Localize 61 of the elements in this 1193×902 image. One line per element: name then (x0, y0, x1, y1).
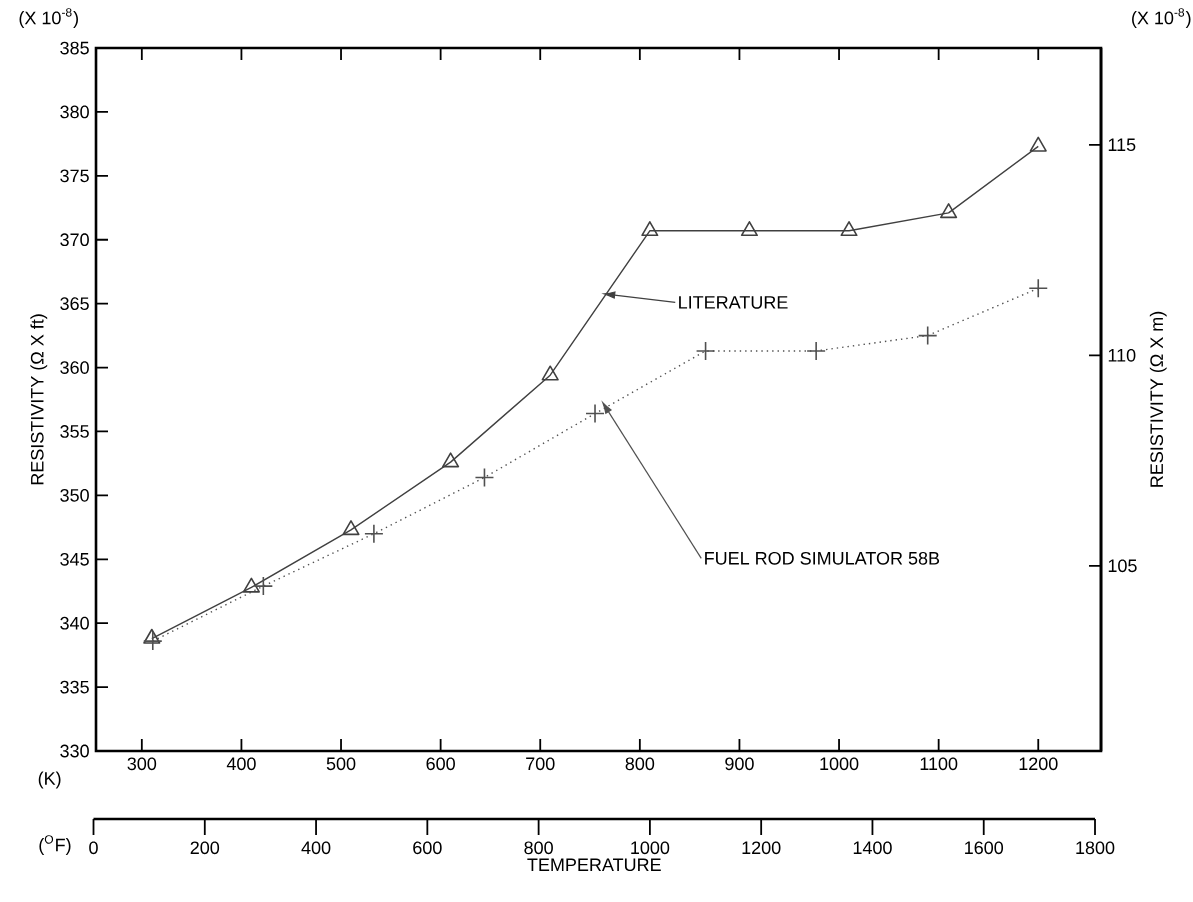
y-tick-label: 355 (60, 425, 89, 438)
text: FUEL ROD SIMULATOR 58B (705, 551, 940, 565)
point (940, 203, 958, 219)
y-tick-label: 340 (60, 616, 89, 630)
y-tick-label: 365 (60, 297, 89, 311)
x2-axis-title: TEMPERATURE (527, 858, 661, 872)
y-tick-label: 375 (60, 169, 89, 183)
y2-tick-label: 105 (1108, 559, 1137, 573)
point (740, 220, 758, 237)
point (541, 365, 559, 381)
legend-label: LITERATURE (679, 296, 788, 309)
x2-tick-label: 400 (301, 841, 331, 855)
y-tick-label: 360 (60, 361, 89, 374)
x2-tick-label: 1400 (853, 841, 892, 855)
x2-tick-label: 600 (413, 841, 442, 855)
x2-tick-label: 800 (524, 841, 553, 855)
point (474, 467, 495, 488)
y-tick-label: 380 (60, 105, 89, 119)
x-tick-label: 500 (326, 757, 356, 771)
point (1028, 278, 1049, 299)
x-tick-label: 400 (226, 757, 256, 771)
y-tick-label: 370 (60, 233, 89, 247)
x-tick-label: 800 (625, 757, 655, 771)
y-tick-label: 330 (60, 744, 89, 758)
point (806, 341, 826, 361)
text: (X 10$^{-8}$) (1132, 8, 1191, 28)
point (917, 325, 938, 346)
point (342, 520, 360, 536)
y-tick-label: 335 (60, 680, 89, 694)
point (442, 452, 460, 468)
y2-tick-label: 115 (1108, 138, 1136, 152)
point (1029, 136, 1047, 152)
point (364, 523, 384, 544)
x2-tick-label: 200 (190, 841, 220, 855)
text: (K) (38, 771, 61, 789)
x2-tick-label: 1200 (742, 841, 781, 855)
x-tick-label: 1200 (1019, 757, 1058, 771)
point (695, 341, 716, 361)
y-axis-title: RESISTIVITY (Ω X ft) (30, 314, 48, 485)
x-tick-label: 600 (426, 757, 455, 771)
x-tick-label: 900 (725, 757, 754, 771)
point (641, 220, 659, 237)
x-tick-label: 700 (526, 757, 555, 771)
x2-tick-label: 1600 (965, 841, 1004, 855)
x-tick-label: 300 (127, 757, 157, 771)
x-tick-label: 1000 (820, 757, 859, 771)
y-tick-label: 385 (60, 41, 89, 55)
y-tick-label: 350 (60, 488, 89, 502)
point (253, 576, 274, 596)
y2-tick-label: 110 (1108, 348, 1136, 362)
text: (X 10$^{-8}$) (19, 8, 78, 28)
x2-tick-label: 1800 (1076, 841, 1115, 855)
text: ($^{O}$F) (39, 835, 71, 855)
point (142, 631, 163, 651)
point (585, 403, 605, 424)
x2-tick-label: 1000 (631, 841, 670, 855)
x-tick-label: 1100 (920, 757, 958, 771)
y2-axis-title: RESISTIVITY (Ω X m) (1149, 311, 1167, 487)
x2-tick-label: 0 (89, 841, 98, 855)
y-tick-label: 345 (60, 552, 89, 566)
point (840, 220, 858, 237)
